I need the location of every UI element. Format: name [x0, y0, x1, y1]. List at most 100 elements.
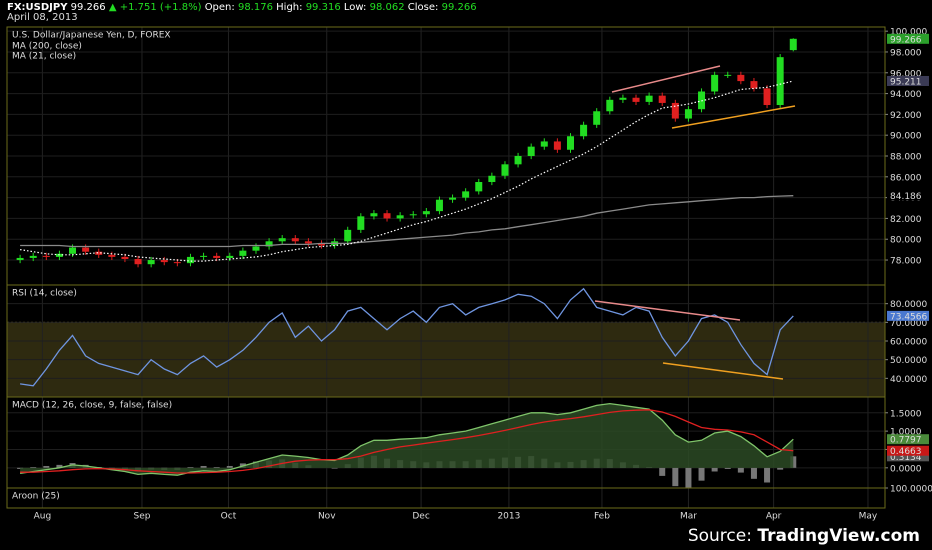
- x-tick-label: Mar: [680, 512, 697, 522]
- legend-entry: MA (200, close): [12, 42, 82, 52]
- trendline: [662, 362, 784, 380]
- trendline: [671, 105, 796, 129]
- candle-body: [16, 257, 24, 261]
- candle-body: [121, 256, 129, 259]
- value-tag: [887, 445, 929, 456]
- histogram-bar: [659, 467, 666, 476]
- symbol: FX:USDJPY: [7, 2, 68, 13]
- field-label: High:: [276, 2, 302, 13]
- histogram-bar: [737, 467, 744, 473]
- candle-body: [776, 57, 784, 106]
- y-tick-label: 94.000: [890, 90, 922, 100]
- y-tick-label: 96.000: [890, 69, 922, 79]
- y-tick-label: 90.000: [890, 132, 922, 142]
- y-tick-label: 1.0000: [890, 428, 922, 438]
- histogram-bar: [43, 465, 50, 468]
- value-tag-label: 73.4566: [890, 312, 927, 322]
- panel-title: MACD (12, 26, close, 9, false, false): [12, 401, 172, 411]
- candle-body: [763, 88, 771, 106]
- histogram-bar: [331, 467, 338, 469]
- histogram-bar: [56, 464, 63, 468]
- candle-body: [213, 255, 221, 258]
- x-tick-label: 2013: [497, 512, 520, 522]
- histogram-bar: [30, 467, 37, 468]
- x-tick-label: Oct: [221, 512, 237, 522]
- panel-border: [6, 487, 886, 509]
- y-tick-label: 80.0000: [890, 300, 927, 310]
- candle-body: [409, 214, 417, 216]
- candle-body: [396, 215, 404, 219]
- candle-body: [134, 258, 142, 265]
- candle-body: [580, 124, 588, 137]
- candle-body: [566, 136, 574, 150]
- panel-title: Aroon (25): [12, 492, 60, 502]
- y-tick-label: 70.0000: [890, 319, 927, 329]
- candle-body: [291, 238, 299, 242]
- candle-body: [711, 74, 719, 92]
- candle-body: [160, 260, 168, 263]
- plot-layer: 78.00080.00082.00084.00086.00088.00090.0…: [6, 26, 932, 522]
- histogram-bar: [226, 465, 233, 468]
- value-tag: [887, 190, 929, 201]
- x-tick-label: Feb: [594, 512, 610, 522]
- candle-body: [239, 250, 247, 256]
- x-tick-label: Nov: [318, 512, 336, 522]
- histogram-bar: [672, 467, 679, 487]
- candle-body: [684, 109, 692, 119]
- candle-body: [226, 255, 234, 258]
- histogram-bar: [750, 467, 757, 479]
- quote-header: FX:USDJPY 99.266 ▲ +1.751 (+1.8%) Open: …: [7, 2, 477, 13]
- candle-body: [593, 111, 601, 125]
- candle-body: [527, 146, 535, 156]
- value-tag-label: 0.4663: [890, 447, 922, 457]
- series-line: [20, 402, 794, 476]
- histogram-bar: [698, 467, 705, 481]
- source: Source: TradingView.com: [688, 526, 920, 546]
- source-prefix: Source:: [688, 526, 752, 546]
- y-tick-label: 50.0000: [890, 356, 927, 366]
- candle-body: [186, 256, 194, 264]
- value-tag-label: 95.211: [890, 77, 922, 87]
- histogram-bar: [187, 467, 194, 468]
- series-line: [20, 80, 794, 262]
- x-tick-label: Sep: [133, 512, 150, 522]
- value-tag: [887, 75, 929, 86]
- x-tick-label: Apr: [766, 512, 782, 522]
- candle-body: [475, 182, 483, 192]
- candle-body: [724, 74, 732, 76]
- value-tag-label: 0.3134: [890, 453, 922, 463]
- y-tick-label: 40.0000: [890, 375, 927, 385]
- field-label: Close:: [408, 2, 439, 13]
- panel-title: U.S. Dollar/Japanese Yen, D, FOREX: [12, 31, 171, 41]
- candle-body: [95, 251, 103, 255]
- y-tick-label: 82.000: [890, 215, 922, 225]
- histogram-bar: [724, 467, 731, 469]
- candle-body: [29, 255, 37, 258]
- y-tick-label: 98.000: [890, 48, 922, 58]
- candle-body: [488, 175, 496, 183]
- candle-body: [750, 81, 758, 89]
- date: April 08, 2013: [7, 12, 78, 23]
- value-tag-label: 0.7797: [890, 436, 922, 446]
- last-price: 99.266: [71, 2, 106, 13]
- candle-body: [383, 213, 391, 219]
- price-tag: [887, 33, 929, 44]
- candle-body: [200, 255, 208, 257]
- candle-body: [619, 97, 627, 100]
- y-tick-label: 92.000: [890, 111, 922, 121]
- candle-body: [737, 74, 745, 82]
- y-tick-label: 88.000: [890, 153, 922, 163]
- field-value: 98.176: [238, 2, 273, 13]
- y-tick-label: 1.5000: [890, 409, 922, 419]
- trendline: [611, 65, 721, 93]
- candle-body: [69, 247, 77, 254]
- change: ▲ +1.751 (+1.8%): [109, 2, 202, 13]
- candle-body: [501, 164, 509, 176]
- candle-body: [435, 199, 443, 212]
- y-tick-label: 78.000: [890, 257, 922, 267]
- candle-body: [147, 260, 155, 265]
- trendline: [594, 300, 741, 321]
- y-tick-label: 86.000: [890, 173, 922, 183]
- price-tag-label: 99.266: [890, 35, 922, 45]
